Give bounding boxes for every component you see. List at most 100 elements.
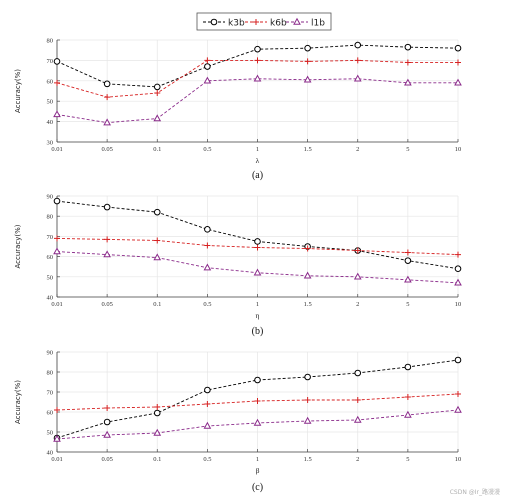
y-tick-label: 60 bbox=[47, 78, 54, 85]
data-point-k6b bbox=[304, 245, 311, 252]
data-point-k3b bbox=[454, 265, 462, 273]
data-point-k6b bbox=[404, 59, 411, 66]
data-point-k6b bbox=[204, 242, 211, 249]
data-point-l1b bbox=[203, 76, 212, 84]
data-point-k3b bbox=[304, 373, 311, 381]
y-axis-label: Accuracy(%) bbox=[14, 224, 22, 268]
data-point-l1b bbox=[454, 278, 462, 286]
data-point-k6b bbox=[455, 251, 461, 258]
y-tick-label: 70 bbox=[47, 390, 54, 397]
data-point-k6b bbox=[455, 59, 461, 66]
y-tick-label: 60 bbox=[47, 254, 54, 261]
series-k3b bbox=[53, 356, 462, 442]
x-tick-label: 2 bbox=[356, 146, 359, 153]
data-point-k6b bbox=[204, 57, 211, 64]
legend-entry-l1b: l1b bbox=[286, 17, 325, 29]
data-point-l1b bbox=[153, 428, 162, 436]
y-tick-label: 80 bbox=[47, 214, 54, 221]
data-point-k3b bbox=[103, 203, 111, 211]
x-tick-label: 2 bbox=[356, 301, 359, 308]
data-point-k3b bbox=[304, 44, 311, 52]
data-point-k3b bbox=[354, 369, 362, 377]
data-point-l1b bbox=[103, 250, 111, 258]
watermark: CSDN @Ir_路漫漫 bbox=[449, 489, 500, 496]
data-point-k3b bbox=[153, 208, 161, 216]
data-point-k6b bbox=[254, 57, 261, 64]
x-tick-label: 1.5 bbox=[304, 301, 312, 308]
x-axis-label: η bbox=[256, 311, 260, 320]
data-point-k3b bbox=[254, 376, 261, 384]
data-point-k6b bbox=[404, 249, 411, 256]
x-axis-label: β bbox=[256, 466, 260, 475]
y-tick-label: 90 bbox=[47, 350, 54, 357]
x-axis-label: λ bbox=[256, 156, 260, 165]
data-point-l1b bbox=[53, 247, 61, 255]
y-tick-label: 70 bbox=[47, 234, 54, 241]
series-k6b bbox=[54, 391, 461, 413]
x-tick-label: 0.5 bbox=[203, 146, 211, 153]
data-point-k3b bbox=[204, 226, 211, 233]
data-point-k3b bbox=[354, 41, 362, 49]
legend-box bbox=[196, 12, 332, 31]
data-point-l1b bbox=[303, 416, 312, 424]
series-k6b bbox=[54, 57, 461, 101]
data-point-k3b bbox=[103, 418, 111, 426]
x-tick-label: 0.5 bbox=[203, 456, 211, 463]
x-tick-label: 0.05 bbox=[101, 456, 112, 463]
data-point-l1b bbox=[353, 74, 362, 82]
data-point-k3b bbox=[53, 58, 61, 65]
data-point-l1b bbox=[253, 268, 262, 276]
data-point-l1b bbox=[454, 78, 462, 86]
x-tick-label: 2 bbox=[356, 456, 359, 463]
panel-caption: (a) bbox=[252, 170, 263, 181]
legend-label-k3b: k3b bbox=[228, 19, 245, 29]
x-tick-label: 10 bbox=[455, 301, 462, 308]
data-point-k6b bbox=[154, 237, 161, 244]
data-point-k6b bbox=[104, 236, 111, 243]
data-point-l1b bbox=[203, 421, 212, 429]
data-point-l1b bbox=[253, 74, 262, 82]
x-tick-label: 10 bbox=[455, 146, 462, 153]
data-point-l1b bbox=[303, 75, 312, 83]
data-point-l1b bbox=[53, 110, 61, 118]
data-point-l1b bbox=[253, 418, 262, 426]
y-tick-label: 50 bbox=[47, 274, 54, 281]
series-k6b bbox=[54, 235, 461, 258]
legend-label-l1b: l1b bbox=[311, 19, 325, 29]
data-point-k3b bbox=[454, 44, 462, 52]
charts: 30 40 50 60 70 80 0.01 0.05 0.1 0.5 1 1.5 2 5 10 Accura… bbox=[14, 38, 462, 493]
data-point-k6b bbox=[204, 401, 211, 407]
y-tick-label: 40 bbox=[47, 119, 54, 126]
x-tick-label: 1 bbox=[256, 301, 259, 308]
y-tick-label: 50 bbox=[47, 99, 54, 106]
data-point-k6b bbox=[354, 57, 361, 64]
data-point-k3b bbox=[204, 63, 211, 70]
data-point-k6b bbox=[254, 398, 261, 404]
x-tick-label: 1 bbox=[256, 456, 259, 463]
data-point-k3b bbox=[454, 356, 462, 364]
x-tick-label: 0.1 bbox=[153, 146, 161, 153]
data-point-l1b bbox=[103, 118, 111, 126]
y-tick-label: 90 bbox=[47, 194, 54, 201]
data-point-k3b bbox=[254, 238, 261, 245]
chart-1: 30 40 50 60 70 80 0.01 0.05 0.1 0.5 1 1.5 2 5 10 Accura… bbox=[14, 38, 462, 181]
data-point-k6b bbox=[254, 244, 261, 251]
data-point-k3b bbox=[204, 386, 211, 394]
legend-label-k6b: k6b bbox=[270, 19, 287, 29]
y-axis-label: Accuracy(%) bbox=[14, 380, 22, 424]
legend-marker-k6b bbox=[253, 19, 259, 25]
data-point-k6b bbox=[154, 404, 161, 410]
data-point-k3b bbox=[153, 83, 161, 91]
data-point-k6b bbox=[104, 94, 111, 101]
data-point-k6b bbox=[54, 79, 60, 86]
data-point-l1b bbox=[353, 415, 362, 423]
data-point-l1b bbox=[53, 434, 61, 442]
x-tick-label: 0.5 bbox=[203, 301, 211, 308]
y-axis-label: Accuracy(%) bbox=[14, 69, 22, 113]
series-k3b bbox=[53, 41, 462, 91]
data-point-l1b bbox=[353, 272, 362, 280]
data-point-k6b bbox=[304, 58, 311, 65]
data-point-l1b bbox=[454, 405, 462, 413]
data-point-k3b bbox=[254, 45, 261, 53]
x-tick-label: 0.01 bbox=[51, 456, 62, 463]
